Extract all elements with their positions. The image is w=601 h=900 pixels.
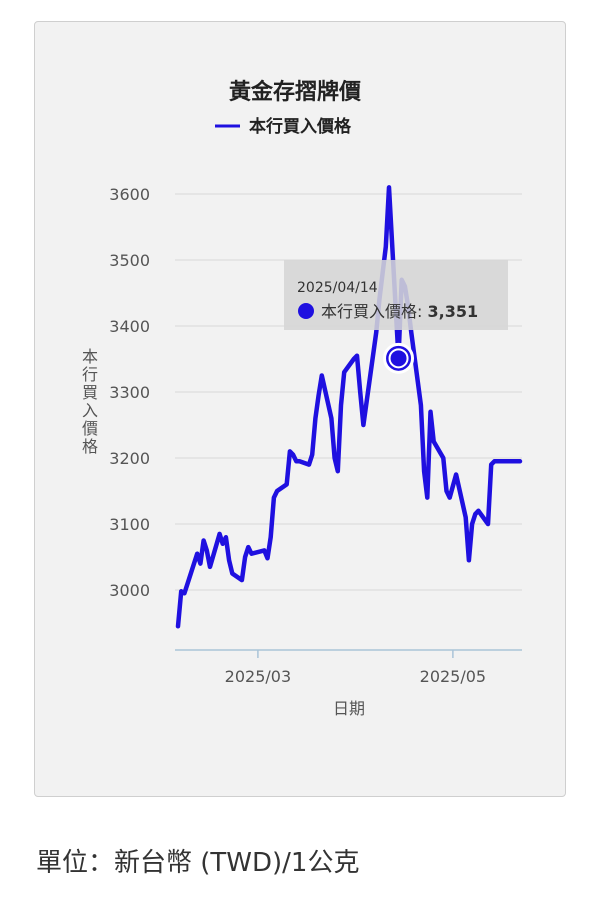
y-tick-label: 3000 bbox=[109, 581, 150, 600]
y-axis-label-char: 入 bbox=[82, 401, 98, 420]
tooltip-date: 2025/04/14 bbox=[297, 280, 378, 296]
tooltip-series-dot bbox=[298, 303, 314, 319]
y-axis-label-char: 行 bbox=[82, 365, 98, 384]
y-tick-label: 3600 bbox=[109, 185, 150, 204]
x-tick-label: 2025/03 bbox=[225, 667, 291, 686]
y-axis-label-char: 格 bbox=[82, 437, 98, 456]
x-tick-label: 2025/05 bbox=[420, 667, 486, 686]
y-axis-label-char: 本 bbox=[82, 347, 98, 366]
y-tick-label: 3400 bbox=[109, 317, 150, 336]
y-tick-label: 3100 bbox=[109, 515, 150, 534]
y-tick-label: 3300 bbox=[109, 383, 150, 402]
y-tick-label: 3500 bbox=[109, 251, 150, 270]
tooltip: 2025/04/14 本行買入價格: 3,351 bbox=[284, 260, 508, 330]
tooltip-box bbox=[284, 260, 508, 330]
y-axis-label-char: 價 bbox=[82, 419, 98, 438]
tooltip-value: 3,351 bbox=[428, 302, 479, 321]
y-axis-ticks: 3000 3100 3200 3300 3400 3500 3600 bbox=[109, 185, 150, 600]
y-axis-label-char: 買 bbox=[82, 383, 98, 402]
hover-point bbox=[388, 348, 409, 369]
chart-card bbox=[34, 21, 566, 797]
series-line-buy-price bbox=[175, 185, 523, 629]
tooltip-series-label: 本行買入價格 bbox=[321, 302, 417, 321]
x-axis-label: 日期 bbox=[333, 699, 365, 718]
chart-title: 黃金存摺牌價 bbox=[229, 79, 362, 105]
tooltip-colon: : bbox=[417, 302, 427, 321]
y-tick-label: 3200 bbox=[109, 449, 150, 468]
x-axis-ticks: 2025/03 2025/05 bbox=[225, 650, 486, 686]
legend-label: 本行買入價格 bbox=[249, 116, 352, 137]
tooltip-series-text: 本行買入價格: 3,351 bbox=[321, 302, 478, 321]
y-axis-label: 本行買入價格 bbox=[82, 347, 98, 456]
unit-caption: 單位：新台幣 (TWD)/1公克 bbox=[36, 848, 360, 878]
